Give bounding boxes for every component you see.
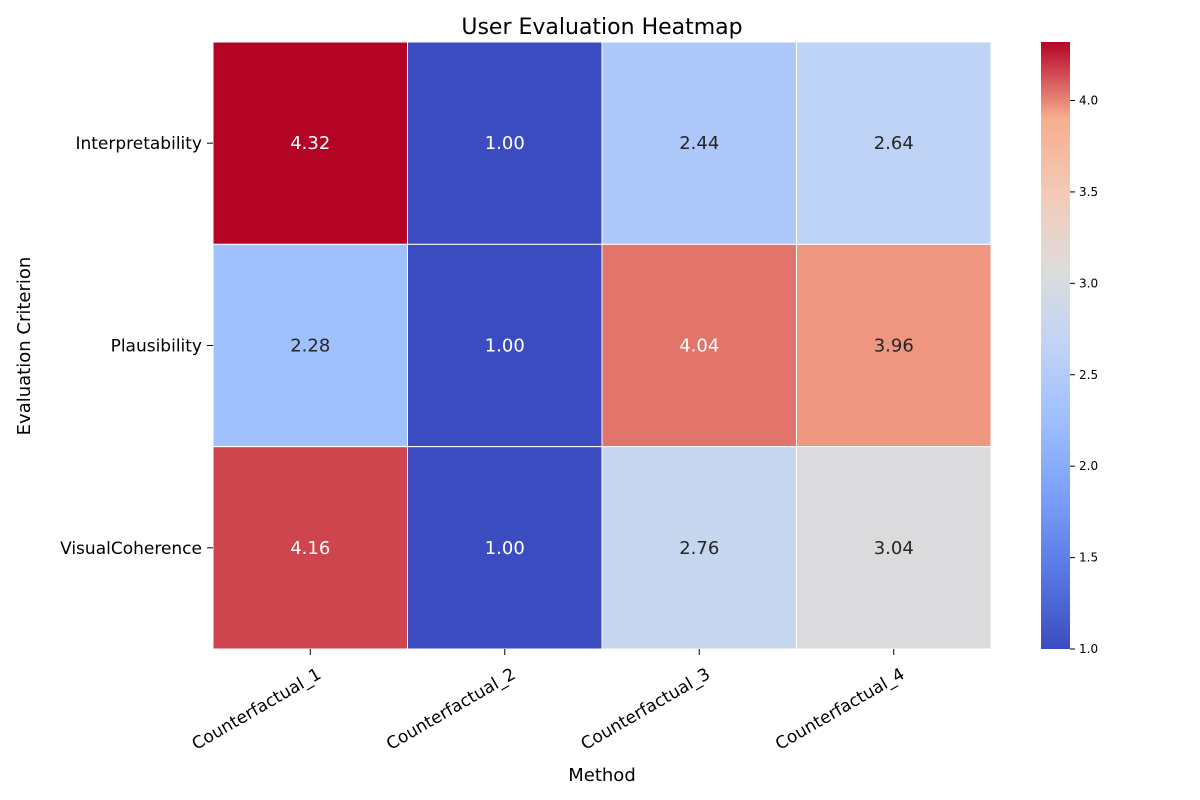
x-tick-label: Counterfactual_1 bbox=[189, 664, 325, 754]
cell-value-label: 2.28 bbox=[290, 336, 330, 357]
heatmap-cell-labels: 4.32 1.00 2.44 2.64 2.28 1.00 4.04 3.96 4.16 1.00… bbox=[290, 133, 914, 559]
cell-value-label: 3.04 bbox=[874, 538, 914, 559]
heatmap-cell bbox=[407, 446, 603, 650]
y-axis-ticks: Interpretability Plausibility VisualCohere… bbox=[60, 134, 213, 559]
colorbar-tick-label: 1.0 bbox=[1079, 642, 1098, 656]
heatmap-cell bbox=[212, 41, 408, 245]
colorbar-tick-label: 1.5 bbox=[1079, 551, 1098, 565]
heatmap-cell bbox=[212, 243, 408, 448]
x-tick-label: Counterfactual_2 bbox=[383, 664, 519, 754]
heatmap-cell bbox=[407, 243, 603, 448]
colorbar bbox=[1041, 42, 1070, 649]
heatmap-cell bbox=[796, 41, 992, 245]
y-tick-label: Interpretability bbox=[75, 134, 202, 154]
colorbar-tick-label: 2.5 bbox=[1079, 368, 1098, 382]
cell-value-label: 4.04 bbox=[679, 336, 719, 357]
colorbar-tick-label: 2.0 bbox=[1079, 459, 1098, 473]
cell-value-label: 4.32 bbox=[290, 133, 330, 154]
chart-title: User Evaluation Heatmap bbox=[461, 15, 742, 40]
x-axis-ticks: Counterfactual_1 Counterfactual_2 Counterf… bbox=[189, 649, 908, 755]
cell-value-label: 4.16 bbox=[290, 538, 330, 559]
cell-value-label: 2.44 bbox=[679, 133, 719, 154]
y-tick-label: VisualCoherence bbox=[60, 539, 202, 559]
x-tick-label: Counterfactual_4 bbox=[772, 664, 908, 754]
colorbar-tick-label: 4.0 bbox=[1079, 94, 1098, 108]
colorbar-tick-label: 3.0 bbox=[1079, 276, 1098, 290]
heatmap-cell bbox=[601, 41, 797, 245]
colorbar-tick-label: 3.5 bbox=[1079, 185, 1098, 199]
x-axis-label: Method bbox=[568, 765, 636, 786]
heatmap-cell bbox=[796, 243, 992, 448]
heatmap-cell bbox=[796, 446, 992, 650]
cell-value-label: 1.00 bbox=[485, 336, 525, 357]
cell-value-label: 2.76 bbox=[679, 538, 719, 559]
x-tick-label: Counterfactual_3 bbox=[578, 664, 714, 754]
heatmap-cell bbox=[601, 243, 797, 448]
cell-value-label: 2.64 bbox=[874, 133, 914, 154]
cell-value-label: 3.96 bbox=[874, 336, 914, 357]
heatmap-cells bbox=[212, 41, 992, 650]
y-axis-label: Evaluation Criterion bbox=[14, 257, 35, 436]
y-tick-label: Plausibility bbox=[111, 337, 202, 357]
cell-value-label: 1.00 bbox=[485, 538, 525, 559]
heatmap-cell bbox=[407, 41, 603, 245]
colorbar-ticks: 1.0 1.5 2.0 2.5 3.0 3.5 4.0 bbox=[1070, 94, 1098, 656]
cell-value-label: 1.00 bbox=[485, 133, 525, 154]
